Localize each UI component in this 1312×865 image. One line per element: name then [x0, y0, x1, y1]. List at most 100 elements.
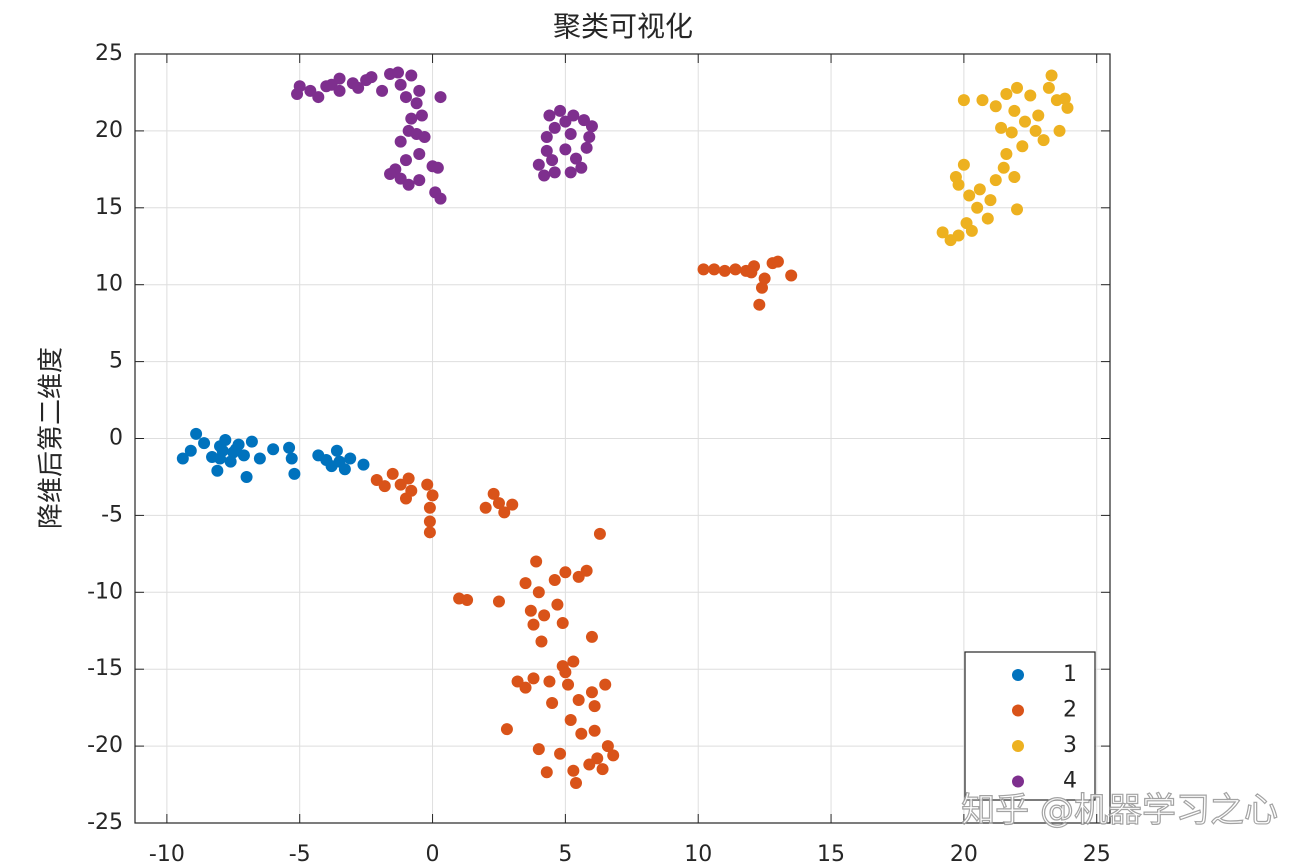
scatter-point — [971, 201, 984, 214]
scatter-point — [538, 609, 551, 622]
scatter-point — [995, 121, 1008, 134]
scatter-point — [402, 472, 415, 485]
y-tick-label: -20 — [87, 733, 123, 758]
scatter-point — [785, 269, 798, 282]
scatter-point — [976, 94, 989, 107]
scatter-point — [184, 444, 197, 457]
scatter-point — [461, 593, 474, 606]
scatter-point — [532, 586, 545, 599]
scatter-point — [989, 174, 1002, 187]
scatter-point — [1061, 101, 1074, 114]
scatter-point — [963, 189, 976, 202]
scatter-point — [1045, 69, 1058, 82]
x-tick-label: 0 — [426, 842, 440, 865]
scatter-point — [479, 501, 492, 514]
scatter-point — [399, 154, 412, 167]
scatter-point — [538, 169, 551, 182]
scatter-point — [1029, 124, 1042, 137]
scatter-point — [1058, 92, 1071, 105]
scatter-point — [567, 109, 580, 122]
scatter-point — [1053, 124, 1066, 137]
scatter-point — [365, 71, 378, 84]
scatter-point — [570, 152, 583, 165]
scatter-point — [500, 723, 513, 736]
y-axis-label: 降维后第二维度 — [37, 347, 67, 529]
scatter-point — [599, 678, 612, 691]
scatter-point — [540, 144, 553, 157]
legend-label: 2 — [1063, 698, 1077, 723]
scatter-point — [957, 94, 970, 107]
scatter-point — [240, 470, 253, 483]
scatter-point — [540, 131, 553, 144]
scatter-point — [562, 678, 575, 691]
scatter-point — [190, 427, 203, 440]
scatter-point — [405, 69, 418, 82]
scatter-point — [394, 135, 407, 148]
axes-box — [134, 53, 1111, 824]
scatter-point — [949, 171, 962, 184]
scatter-point — [434, 91, 447, 104]
scatter-point — [984, 194, 997, 207]
y-tick-label: -25 — [87, 810, 123, 835]
scatter-point — [253, 452, 266, 465]
x-tick-label: -10 — [149, 842, 185, 865]
scatter-point — [421, 478, 434, 491]
scatter-point — [564, 713, 577, 726]
x-tick-label: 15 — [817, 842, 845, 865]
scatter-point — [554, 747, 567, 760]
scatter-point — [176, 452, 189, 465]
legend-box — [964, 651, 1096, 801]
scatter-point — [1016, 140, 1029, 153]
scatter-point — [498, 506, 511, 519]
scatter-point — [575, 161, 588, 174]
scatter-point — [593, 527, 606, 540]
scatter-point — [583, 131, 596, 144]
scatter-point — [532, 158, 545, 171]
scatter-point — [245, 435, 258, 448]
x-tick-label: 20 — [950, 842, 978, 865]
scatter-point — [214, 452, 227, 465]
scatter-point — [585, 686, 598, 699]
scatter-point — [745, 266, 758, 279]
scatter-point — [333, 72, 346, 85]
scatter-point — [402, 178, 415, 191]
legend-marker — [1012, 669, 1024, 681]
scatter-point — [267, 443, 280, 456]
scatter-point — [384, 167, 397, 180]
scatter-point — [981, 212, 994, 225]
y-tick-label: 0 — [109, 426, 123, 451]
scatter-point — [556, 617, 569, 630]
scatter-point — [288, 467, 301, 480]
scatter-point — [519, 681, 532, 694]
scatter-point — [535, 635, 548, 648]
scatter-point — [293, 80, 306, 93]
scatter-point — [596, 763, 609, 776]
scatter-point — [423, 526, 436, 539]
scatter-point — [198, 437, 211, 450]
scatter-point — [965, 224, 978, 237]
scatter-point — [957, 158, 970, 171]
scatter-point — [997, 161, 1010, 174]
scatter-point — [283, 441, 296, 454]
scatter-point — [755, 281, 768, 294]
scatter-point — [211, 464, 224, 477]
scatter-point — [540, 766, 553, 779]
scatter-point — [551, 598, 564, 611]
scatter-point — [506, 498, 519, 511]
legend-marker — [1012, 775, 1024, 788]
scatter-point — [413, 84, 426, 97]
scatter-point — [546, 697, 559, 710]
y-tick-label: 15 — [95, 195, 123, 220]
scatter-point — [771, 255, 784, 268]
scatter-point — [1000, 147, 1013, 160]
scatter-point — [607, 749, 620, 762]
scatter-point — [434, 192, 447, 205]
scatter-point — [758, 272, 771, 285]
scatter-point — [410, 97, 423, 110]
scatter-point — [415, 109, 428, 122]
scatter-point — [224, 455, 237, 468]
scatter-point — [554, 104, 567, 117]
scatter-point — [1037, 134, 1050, 147]
scatter-point — [543, 675, 556, 688]
scatter-point — [492, 595, 505, 608]
